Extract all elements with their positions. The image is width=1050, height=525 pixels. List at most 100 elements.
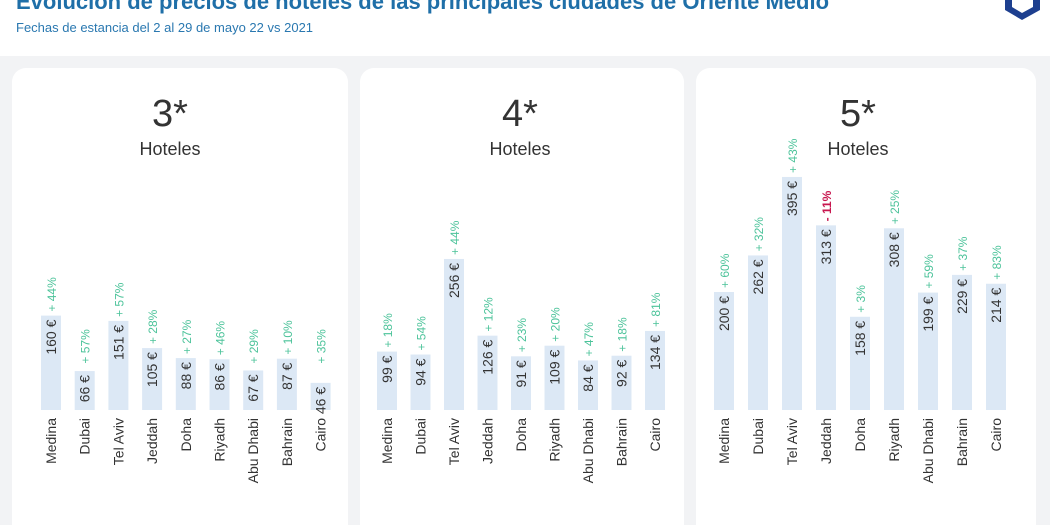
panel-subtitle: Hoteles [139,139,200,159]
category-label: Tel Aviv [784,418,800,465]
change-label: + 83% [990,245,1004,280]
change-label: + 10% [281,320,295,355]
change-label: + 20% [549,307,563,342]
value-label: 88 € [178,362,194,389]
value-label: 84 € [580,364,596,391]
category-label: Riyadh [886,418,902,462]
page-title: Evolución de precios de hoteles de las p… [16,0,830,14]
bar-cairo [986,283,1006,410]
category-label: Jeddah [818,418,834,464]
change-label: + 57% [79,329,93,364]
category-label: Medina [379,418,395,464]
change-label: + 46% [214,321,228,356]
value-label: 94 € [413,358,429,385]
category-label: Jeddah [144,418,160,464]
value-label: 200 € [716,296,732,331]
category-label: Doha [852,418,868,452]
bar-doha [175,358,196,410]
category-label: Bahrain [954,418,970,466]
panel-card [12,68,348,525]
value-label: 160 € [43,319,59,354]
change-label: + 81% [649,292,663,327]
value-label: 256 € [446,263,462,298]
panel-subtitle: Hoteles [827,139,888,159]
bar-medina [714,292,734,410]
change-label: + 44% [448,220,462,255]
bar-bahrain [611,355,632,410]
bar-tel-aviv [444,258,464,410]
category-label: Dubai [413,418,429,455]
bar-medina [41,315,61,410]
category-label: Cairo [647,418,663,452]
change-label: + 25% [888,190,902,225]
bar-riyadh [209,359,230,410]
category-label: Bahrain [279,418,295,466]
change-label: + 60% [718,253,732,288]
change-label: + 35% [315,329,329,364]
panel-title: 3* [152,93,188,135]
category-label: Tel Aviv [110,418,126,465]
change-label: - 11% [820,190,834,221]
bar-jeddah [477,335,498,410]
change-label: + 32% [752,217,766,252]
bar-jeddah [142,348,163,410]
value-label: 109 € [547,349,563,384]
category-label: Riyadh [547,418,563,462]
panel-card [360,68,684,525]
category-label: Bahrain [614,418,630,466]
value-label: 91 € [513,360,529,387]
value-label: 46 € [313,387,329,414]
change-label: + 12% [482,297,496,332]
page-subtitle: Fechas de estancia del 2 al 29 de mayo 2… [16,20,314,35]
value-label: 126 € [480,339,496,374]
panel-title: 4* [502,93,538,135]
value-label: 158 € [852,321,868,356]
bar-doha [511,356,531,410]
change-label: + 47% [582,322,596,357]
value-label: 99 € [379,355,395,382]
value-label: 395 € [784,181,800,216]
category-label: Dubai [77,418,93,455]
change-label: + 59% [922,254,936,289]
panel-3-star: 3* Hoteles 160 € + 44% Medina 66 € + 57% Dubai 1… [12,68,348,525]
category-label: Doha [513,418,529,452]
value-label: 66 € [77,375,93,402]
change-label: + 28% [146,309,160,344]
bar-cairo [645,330,665,410]
category-label: Abu Dhabi [580,418,596,483]
bar-abu-dhabi [243,370,264,410]
change-label: + 54% [415,316,429,351]
bar-riyadh [884,228,904,410]
panel-4-star: 4* Hoteles 99 € + 18% Medina 94 € + 54% Dubai 25… [360,68,684,525]
bar-medina [377,351,397,410]
change-label: + 23% [515,318,529,353]
bar-abu-dhabi [578,360,598,410]
change-label: + 18% [616,317,630,352]
change-label: + 27% [180,319,194,354]
category-label: Tel Aviv [446,418,462,465]
category-label: Jeddah [480,418,496,464]
panel-subtitle: Hoteles [489,139,550,159]
change-label: + 37% [956,236,970,271]
logo-icon [1005,0,1040,20]
bar-bahrain [952,274,972,410]
bar-bahrain [276,358,297,410]
value-label: 262 € [750,259,766,294]
value-label: 134 € [647,335,663,370]
value-label: 105 € [144,352,160,387]
category-label: Doha [178,418,194,452]
bar-abu-dhabi [918,292,938,410]
value-label: 199 € [920,296,936,331]
panel-title: 5* [840,93,876,135]
bar-cairo [310,382,331,410]
change-label: + 18% [381,313,395,348]
change-label: + 3% [854,285,868,313]
value-label: 151 € [110,325,126,360]
change-label: + 57% [112,282,126,317]
category-label: Medina [716,418,732,464]
value-label: 313 € [818,229,834,264]
bar-jeddah [816,225,836,410]
value-label: 308 € [886,232,902,267]
bar-dubai [74,371,95,410]
